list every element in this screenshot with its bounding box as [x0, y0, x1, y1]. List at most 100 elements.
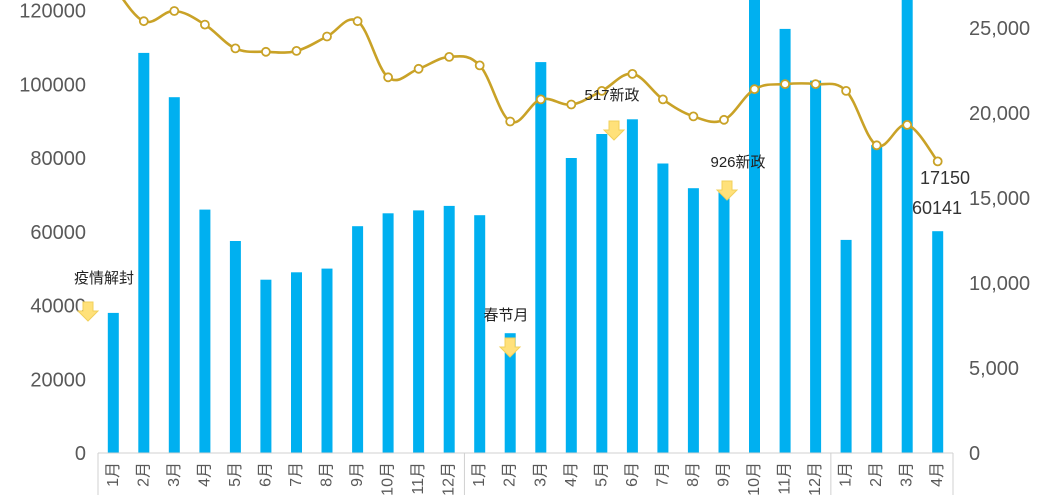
x-tick-label: 12月	[807, 462, 824, 495]
bar-20	[718, 191, 730, 453]
annotation-label: 春节月	[483, 307, 528, 324]
bar-27	[932, 231, 944, 453]
x-tick-label: 5月	[227, 462, 244, 487]
annotation-label: 926新政	[710, 154, 765, 171]
x-tick-label: 3月	[166, 462, 183, 487]
left-tick-label: 60000	[30, 222, 86, 244]
bar-18	[657, 163, 669, 453]
line-point-7	[322, 31, 332, 42]
annotation-label: 疫情解封	[74, 270, 134, 287]
axes: 0 20000 40000 60000 80000 100000 120000 0 5,000 1…	[19, 1, 1030, 495]
line-point-22	[780, 79, 790, 89]
x-tick-label: 2月	[868, 462, 885, 487]
line-point-27	[932, 156, 943, 167]
x-tick-label: 7月	[654, 462, 671, 487]
line-point-12	[474, 60, 485, 71]
x-tick-label: 1月	[471, 462, 488, 487]
annotation-label: 517新政	[584, 87, 639, 104]
bar-21	[749, 0, 760, 453]
x-tick-label: 4月	[563, 462, 580, 487]
x-tick-label: 7月	[288, 462, 305, 487]
bar-19	[687, 188, 699, 453]
x-tick-label: 10月	[380, 462, 397, 495]
line-path	[121, 0, 939, 163]
x-tick-label: 12月	[441, 462, 458, 495]
x-tick-label: 2月	[502, 462, 519, 487]
line-point-8	[352, 16, 363, 27]
right-tick-label: 5,000	[969, 358, 1019, 380]
line-point-10	[413, 63, 424, 74]
line-point-18	[658, 94, 668, 105]
bar-11	[443, 205, 455, 453]
bar-2	[168, 97, 180, 453]
down-arrow-icon	[715, 180, 739, 201]
x-tick-label: 5月	[593, 462, 610, 487]
line-point-14	[535, 94, 546, 105]
line-point-24	[841, 86, 851, 96]
line-point-20	[719, 114, 729, 125]
bar-22	[779, 28, 791, 454]
line-point-6	[291, 46, 302, 56]
x-tick-label: 1月	[105, 462, 122, 487]
x-tick-label: 9月	[715, 462, 732, 487]
bar-10	[413, 210, 425, 453]
data-label: 17150	[920, 168, 970, 188]
bar-14	[535, 62, 547, 453]
line-point-26	[902, 120, 913, 130]
left-tick-label: 0	[75, 443, 86, 465]
line-point-19	[688, 111, 699, 122]
bar-15	[565, 158, 577, 453]
bar-5	[260, 279, 272, 453]
bar-7	[321, 268, 333, 453]
bar-16	[596, 134, 608, 453]
down-arrow-icon	[498, 337, 522, 358]
left-tick-label: 20000	[30, 369, 86, 391]
x-tick-label: 3月	[899, 462, 916, 487]
bar-series	[107, 0, 944, 454]
bar-4	[229, 241, 241, 453]
line-point-9	[383, 72, 394, 83]
bar-26	[901, 0, 913, 453]
x-tick-label: 9月	[349, 462, 366, 487]
x-tick-label: 10月	[746, 462, 763, 495]
x-tick-label: 4月	[929, 462, 946, 487]
x-tick-label: 6月	[624, 462, 641, 487]
x-tick-label: 3月	[532, 462, 549, 487]
left-tick-label: 80000	[30, 148, 86, 170]
bar-12	[474, 215, 486, 453]
x-tick-label: 4月	[196, 462, 213, 487]
x-tick-label: 11月	[777, 462, 794, 495]
bar-1	[138, 52, 150, 454]
line-point-17	[627, 69, 638, 79]
line-point-4	[230, 43, 241, 54]
line-point-16	[596, 86, 607, 96]
bar-25	[871, 145, 883, 453]
right-tick-label: 0	[969, 443, 980, 465]
down-arrow-icon	[76, 301, 100, 322]
right-tick-label: 10,000	[969, 273, 1030, 295]
x-tick-label: 11月	[410, 462, 427, 495]
bar-24	[840, 239, 852, 453]
data-labels: 17150 60141	[912, 168, 970, 218]
down-arrow-icon	[602, 120, 626, 141]
bar-23	[810, 80, 822, 453]
left-tick-label: 100000	[19, 74, 86, 96]
right-tick-label: 20,000	[969, 103, 1030, 125]
bar-3	[199, 209, 211, 453]
bar-13	[504, 333, 516, 453]
line-point-23	[810, 79, 821, 89]
line-point-13	[505, 116, 516, 127]
line-point-21	[749, 84, 760, 95]
bar-6	[291, 272, 302, 453]
line-point-2	[169, 6, 180, 16]
x-tick-label: 1月	[838, 462, 855, 487]
line-point-1	[138, 16, 149, 27]
left-tick-label: 40000	[30, 296, 86, 318]
x-tick-label: 8月	[319, 462, 336, 487]
line-point-25	[871, 140, 882, 151]
line-point-11	[444, 52, 455, 62]
bar-8	[352, 226, 364, 453]
line-point-5	[260, 46, 271, 57]
